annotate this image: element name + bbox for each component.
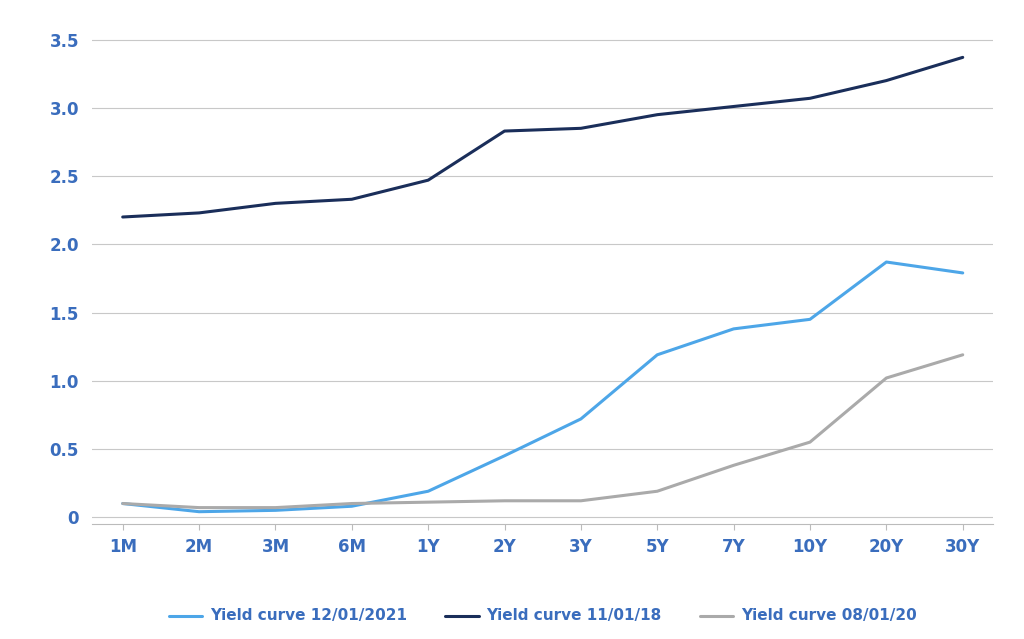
Yield curve 11/01/18 (881, 77, 893, 84)
Line: Yield curve 11/01/18: Yield curve 11/01/18 (123, 58, 963, 217)
Yield curve 08/01/20 (193, 504, 205, 511)
Yield curve 11/01/18 (956, 54, 969, 61)
Line: Yield curve 08/01/20: Yield curve 08/01/20 (123, 355, 963, 507)
Yield curve 08/01/20 (727, 461, 739, 469)
Yield curve 12/01/2021 (269, 507, 282, 514)
Yield curve 12/01/2021 (727, 325, 739, 333)
Legend: Yield curve 12/01/2021, Yield curve 11/01/18, Yield curve 08/01/20: Yield curve 12/01/2021, Yield curve 11/0… (163, 603, 923, 629)
Yield curve 11/01/18 (422, 176, 434, 184)
Line: Yield curve 12/01/2021: Yield curve 12/01/2021 (123, 262, 963, 512)
Yield curve 12/01/2021 (117, 500, 129, 507)
Yield curve 12/01/2021 (651, 351, 664, 358)
Yield curve 12/01/2021 (574, 415, 587, 423)
Yield curve 12/01/2021 (956, 269, 969, 277)
Yield curve 08/01/20 (499, 497, 511, 505)
Yield curve 08/01/20 (574, 497, 587, 505)
Yield curve 08/01/20 (804, 438, 816, 446)
Yield curve 08/01/20 (422, 498, 434, 506)
Yield curve 08/01/20 (881, 374, 893, 382)
Yield curve 08/01/20 (651, 488, 664, 495)
Yield curve 12/01/2021 (499, 452, 511, 459)
Yield curve 11/01/18 (499, 127, 511, 135)
Yield curve 11/01/18 (193, 209, 205, 217)
Yield curve 11/01/18 (727, 103, 739, 111)
Yield curve 11/01/18 (269, 199, 282, 207)
Yield curve 08/01/20 (956, 351, 969, 358)
Yield curve 12/01/2021 (804, 316, 816, 323)
Yield curve 08/01/20 (269, 504, 282, 511)
Yield curve 11/01/18 (117, 213, 129, 221)
Yield curve 12/01/2021 (422, 488, 434, 495)
Yield curve 12/01/2021 (881, 258, 893, 266)
Yield curve 11/01/18 (574, 125, 587, 132)
Yield curve 11/01/18 (346, 196, 358, 203)
Yield curve 08/01/20 (117, 500, 129, 507)
Yield curve 12/01/2021 (346, 502, 358, 510)
Yield curve 12/01/2021 (193, 508, 205, 516)
Yield curve 11/01/18 (804, 95, 816, 102)
Yield curve 11/01/18 (651, 111, 664, 118)
Yield curve 08/01/20 (346, 500, 358, 507)
